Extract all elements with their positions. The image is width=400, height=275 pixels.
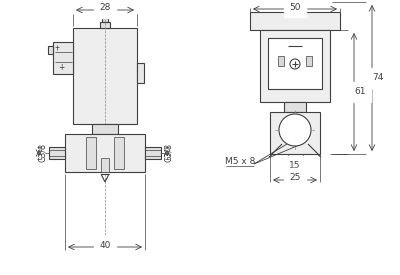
Bar [49,147,65,159]
Bar [145,147,161,159]
Bar [73,28,137,124]
Bar [100,22,110,28]
Bar [65,134,145,172]
Bar [102,18,108,22]
Text: G3/8: G3/8 [164,144,172,163]
Bar [137,63,144,83]
Text: 61: 61 [354,87,366,97]
Text: +: + [58,64,64,73]
Text: 74: 74 [372,73,384,82]
Bar [48,46,53,54]
Bar [306,56,312,66]
Text: 28: 28 [99,4,111,12]
Bar [250,12,340,30]
Bar [290,6,300,12]
Bar [114,137,124,169]
Text: 40: 40 [99,241,111,249]
Bar [92,124,118,134]
Text: 25: 25 [289,174,301,183]
Bar [292,2,298,6]
Bar [278,56,284,66]
Bar [284,102,306,112]
Text: G3/8: G3/8 [38,144,46,163]
Bar [260,30,330,102]
Text: 15: 15 [289,161,301,170]
Text: M5 x 8: M5 x 8 [225,158,255,166]
Bar [53,42,73,74]
Bar [101,158,109,172]
Bar [268,38,322,89]
Bar [270,112,320,154]
Circle shape [279,114,311,146]
Bar [86,137,96,169]
Text: 50: 50 [289,2,301,12]
